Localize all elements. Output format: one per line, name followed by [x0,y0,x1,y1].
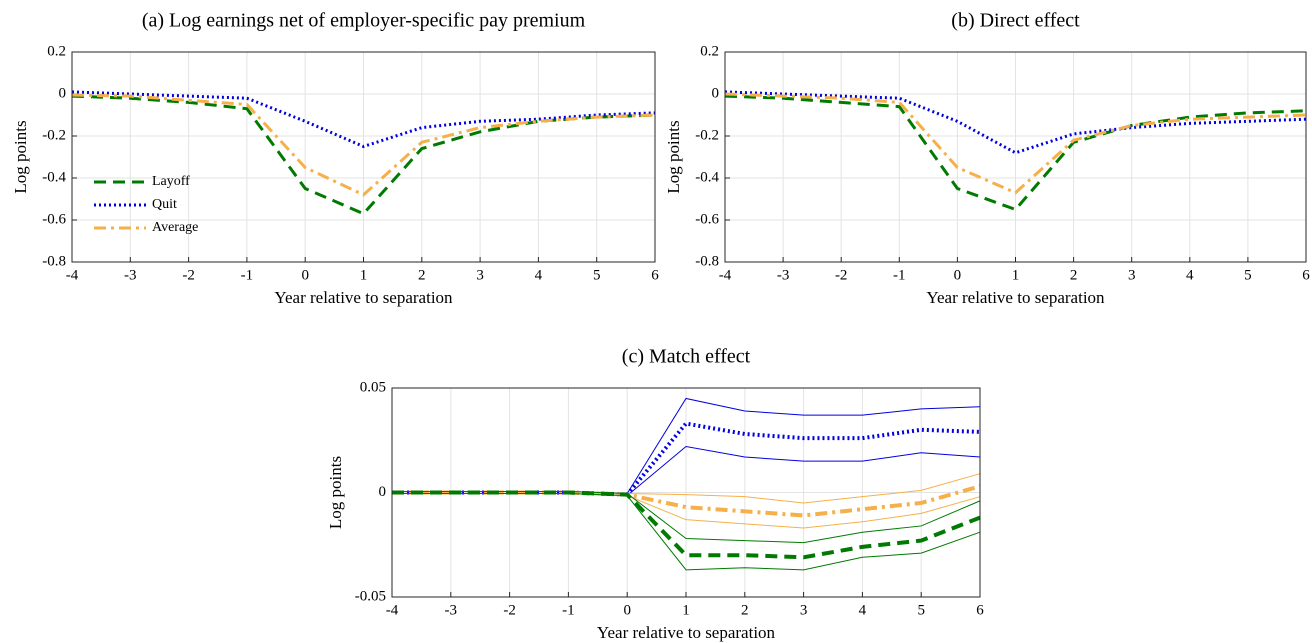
y-tick-label: -0.8 [695,253,719,269]
x-tick-label: -1 [241,267,254,283]
x-tick-label: -2 [182,267,195,283]
series-line [71,90,656,149]
x-tick-label: -1 [562,602,575,618]
series-line [71,93,656,197]
y-tick-label: -0.2 [695,127,719,143]
x-tick-label: 6 [651,267,659,283]
x-tick-label: 5 [917,602,925,618]
x-tick-label: -3 [777,267,790,283]
x-tick-label: 0 [623,602,631,618]
y-tick-label: -0.4 [695,169,719,185]
y-tick-label: -0.2 [42,127,66,143]
y-tick-label: -0.6 [42,211,66,227]
x-tick-label: -4 [66,267,79,283]
x-tick-label: 1 [1012,267,1020,283]
x-tick-label: 3 [1128,267,1136,283]
y-tick-label: -0.8 [42,253,66,269]
chart-title: (b) Direct effect [951,10,1080,32]
plot-frame [391,387,981,598]
plot-frame [71,51,656,263]
y-tick-label: -0.4 [42,169,66,185]
series-line [724,94,1307,212]
x-tick-label: 2 [741,602,749,618]
x-tick-label: 4 [1186,267,1194,283]
x-tick-label: -2 [503,602,516,618]
x-tick-label: 5 [1244,267,1252,283]
x-tick-label: 0 [301,267,309,283]
y-tick-label: 0 [379,484,387,500]
x-tick-label: -1 [893,267,906,283]
series-line [392,490,981,560]
x-tick-label: 5 [593,267,601,283]
x-tick-label: 2 [418,267,426,283]
x-tick-label: 4 [535,267,543,283]
series-line [724,90,1307,155]
legend-label: Quit [152,197,177,212]
y-tick-label: 0.2 [47,43,66,59]
plot-frame [724,51,1307,263]
legend-label: Layoff [152,174,190,189]
y-axis-label: Log points [11,120,30,193]
x-tick-label: 6 [1302,267,1310,283]
chart-title: (c) Match effect [622,346,751,368]
y-tick-label: 0 [712,85,720,101]
x-tick-label: 1 [682,602,690,618]
y-axis-label: Log points [326,456,345,529]
y-tick-label: 0.05 [360,379,386,395]
series-line [71,94,656,216]
chart-title: (a) Log earnings net of employer-specifi… [142,10,586,32]
x-tick-label: 3 [476,267,484,283]
x-axis-label: Year relative to separation [926,288,1105,307]
x-tick-label: -3 [445,602,458,618]
x-axis-label: Year relative to separation [274,288,453,307]
y-axis-label: Log points [664,120,683,193]
x-tick-label: 1 [360,267,368,283]
x-tick-label: 3 [800,602,808,618]
series-line [392,484,981,518]
legend-label: Average [152,220,198,235]
x-tick-label: 4 [859,602,867,618]
y-tick-label: 0 [59,85,67,101]
y-tick-label: -0.05 [355,588,386,604]
x-tick-label: 2 [1070,267,1078,283]
x-tick-label: 0 [954,267,962,283]
x-tick-label: 6 [976,602,984,618]
x-tick-label: -2 [835,267,848,283]
y-tick-label: 0.2 [700,43,719,59]
y-tick-label: -0.6 [695,211,719,227]
series-line [724,92,1307,195]
x-axis-label: Year relative to separation [597,623,776,642]
x-tick-label: -3 [124,267,137,283]
x-tick-label: -4 [719,267,732,283]
x-tick-label: -4 [386,602,399,618]
